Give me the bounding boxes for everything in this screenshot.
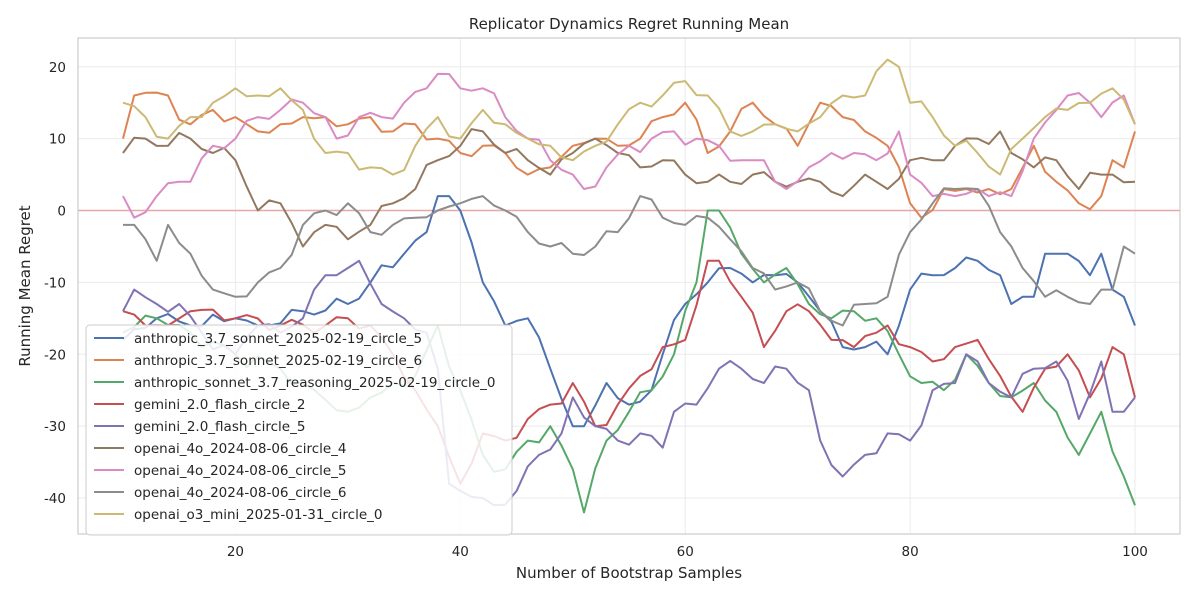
legend-entry: gemini_2.0_flash_circle_2 <box>134 397 305 413</box>
legend-entry: anthropic_3.7_sonnet_2025-02-19_circle_5 <box>134 331 422 347</box>
chart-title: Replicator Dynamics Regret Running Mean <box>469 15 789 33</box>
series-line <box>122 259 1136 485</box>
legend-entry: openai_4o_2024-08-06_circle_6 <box>134 485 347 501</box>
series-line <box>122 195 1136 428</box>
legend-entry: anthropic_sonnet_3.7_reasoning_2025-02-1… <box>134 375 495 391</box>
series-line <box>123 187 1136 327</box>
y-tick-label: -10 <box>44 275 66 291</box>
x-tick-label: 20 <box>227 544 244 560</box>
y-tick-label: 0 <box>57 204 66 220</box>
tick-labels: 20 40 60 80 100 -40 -30 -20 -10 0 10 20 <box>44 60 1148 560</box>
plot-frame <box>77 37 1181 535</box>
y-tick-label: -20 <box>44 347 66 363</box>
y-tick-label: 20 <box>49 60 66 76</box>
y-tick-label: -30 <box>44 419 66 435</box>
y-tick-label: -40 <box>44 491 66 507</box>
x-tick-label: 40 <box>452 544 469 560</box>
legend-entry: anthropic_3.7_sonnet_2025-02-19_circle_6 <box>134 353 422 369</box>
x-axis-label: Number of Bootstrap Samples <box>516 564 742 582</box>
legend-box <box>85 324 513 536</box>
series-line <box>122 128 1136 248</box>
legend-entry: openai_4o_2024-08-06_circle_4 <box>134 441 347 457</box>
series-line <box>122 58 1136 176</box>
legend-entry: openai_o3_mini_2025-01-31_circle_0 <box>134 507 382 523</box>
x-tick-label: 100 <box>1122 544 1148 560</box>
legend-entry: gemini_2.0_flash_circle_5 <box>134 419 305 435</box>
legend: anthropic_3.7_sonnet_2025-02-19_circle_5… <box>85 324 513 536</box>
x-tick-label: 80 <box>902 544 919 560</box>
legend-entry: openai_4o_2024-08-06_circle_5 <box>134 463 347 479</box>
y-tick-label: 10 <box>49 132 66 148</box>
x-tick-label: 60 <box>677 544 694 560</box>
y-axis-label: Running Mean Regret <box>16 205 34 366</box>
